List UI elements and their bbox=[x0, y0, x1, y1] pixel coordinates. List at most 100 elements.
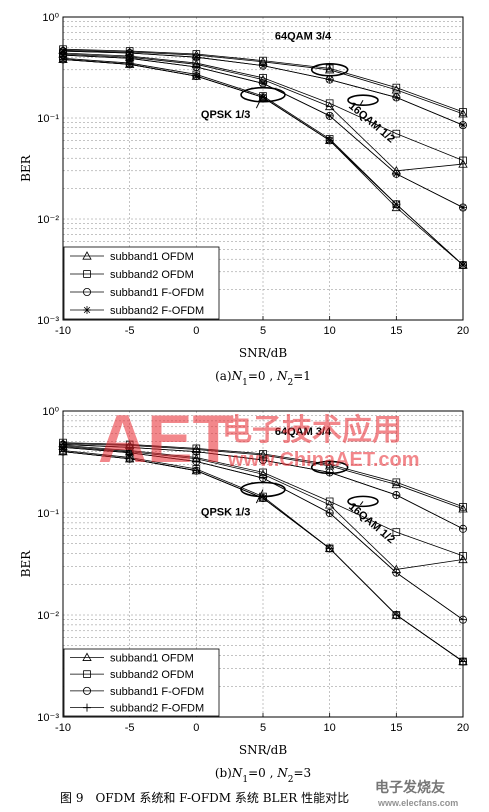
subcaption-part: (b) bbox=[215, 766, 232, 780]
data-point-shape bbox=[259, 61, 267, 70]
data-point bbox=[192, 447, 201, 456]
annotation-ellipse bbox=[347, 495, 379, 508]
data-point-shape bbox=[259, 456, 267, 465]
subcaption-part: =0 , bbox=[248, 369, 273, 383]
data-point bbox=[392, 83, 401, 92]
data-point bbox=[458, 503, 468, 513]
data-point bbox=[392, 200, 401, 209]
data-point-shape bbox=[392, 169, 401, 178]
data-point bbox=[325, 136, 334, 145]
annotation-ellipse bbox=[310, 460, 349, 475]
data-point bbox=[325, 509, 334, 517]
annotation-ellipse bbox=[310, 63, 349, 77]
data-point-shape bbox=[459, 552, 467, 560]
legend-box bbox=[63, 648, 220, 717]
data-point-shape bbox=[392, 528, 401, 536]
data-point-shape bbox=[125, 54, 134, 63]
data-point-shape bbox=[325, 468, 334, 477]
watermark-cn-text: 电子技术应用 bbox=[222, 413, 402, 447]
data-point bbox=[459, 524, 467, 533]
y-tick-label: 10⁻² bbox=[37, 214, 59, 226]
data-point-shape bbox=[325, 99, 334, 108]
legend-marker-shape bbox=[83, 287, 92, 296]
legend-label: subband2 OFDM bbox=[110, 269, 194, 281]
x-tick-label: -5 bbox=[125, 722, 135, 734]
data-point-shape bbox=[392, 568, 401, 577]
data-point bbox=[325, 468, 334, 477]
data-point-shape bbox=[325, 544, 334, 553]
annotation-arrow bbox=[359, 99, 364, 106]
data-point-shape bbox=[259, 79, 267, 88]
legend-marker-shape bbox=[82, 652, 92, 661]
series-group bbox=[58, 45, 468, 270]
data-point bbox=[192, 53, 201, 62]
data-point-shape bbox=[325, 75, 334, 84]
data-point-shape bbox=[259, 93, 267, 102]
watermark-url: www.ChinaAET.com bbox=[227, 449, 420, 471]
legend-marker-shape bbox=[83, 703, 91, 712]
data-point bbox=[259, 93, 267, 102]
data-point bbox=[125, 54, 134, 63]
annotation-arrow bbox=[255, 94, 264, 109]
legend-label: subband1 F-OFDM bbox=[110, 287, 204, 299]
corner-watermark-text: 电子发烧友 bbox=[375, 779, 445, 795]
legend-marker bbox=[83, 287, 92, 296]
data-point-shape bbox=[459, 657, 467, 666]
legend: subband1 OFDM subband2 OFDM subband1 F-OFD… bbox=[63, 246, 220, 320]
data-point bbox=[259, 79, 267, 88]
annotation-label: 64QAM 3/4 bbox=[275, 30, 332, 42]
data-point-shape bbox=[192, 62, 201, 71]
annotation-ellipse bbox=[347, 94, 379, 107]
annotation-label: QPSK 1/3 bbox=[201, 109, 251, 121]
data-point-shape bbox=[59, 47, 67, 56]
data-point-shape bbox=[458, 108, 468, 118]
data-point bbox=[392, 491, 401, 500]
subcaption: (a)N1=0 , N2=1 bbox=[215, 369, 311, 388]
x-tick-label: -10 bbox=[55, 325, 71, 337]
data-point bbox=[391, 479, 402, 489]
data-point bbox=[59, 55, 67, 64]
data-point-shape bbox=[458, 503, 468, 513]
legend-marker bbox=[83, 270, 91, 278]
chart-b: -10 -5 0 5 10 15 20 10⁰ 10⁻¹ 10⁻² 10⁻³ SNR/dB BER 64Q… bbox=[19, 406, 469, 785]
watermark: AET 电子技术应用 www.ChinaAET.com bbox=[98, 401, 420, 477]
x-tick-label: -5 bbox=[125, 325, 135, 337]
data-point bbox=[325, 544, 334, 553]
data-point-shape bbox=[125, 443, 134, 452]
annotation-label: 16QAM 1/2 bbox=[346, 100, 397, 145]
y-axis-label: BER bbox=[19, 154, 33, 182]
data-point bbox=[392, 478, 401, 487]
data-point-shape bbox=[192, 53, 201, 62]
x-tick-label: 5 bbox=[260, 722, 266, 734]
data-point-shape bbox=[459, 121, 467, 130]
subcaption-part: =1 bbox=[293, 369, 311, 383]
data-point-shape bbox=[192, 457, 201, 466]
data-point bbox=[192, 72, 201, 81]
data-point-shape bbox=[325, 509, 334, 517]
data-point bbox=[192, 457, 201, 466]
data-point-shape bbox=[392, 200, 401, 209]
data-point-shape bbox=[391, 85, 402, 94]
data-point bbox=[392, 528, 401, 536]
data-point bbox=[459, 156, 467, 165]
subcaption: (b)N1=0 , N2=3 bbox=[215, 766, 311, 785]
annotation-arrow bbox=[255, 489, 264, 504]
x-tick-label: -10 bbox=[55, 722, 71, 734]
legend-marker bbox=[83, 686, 92, 695]
corner-watermark: 电子发烧友 www.elecfans.com bbox=[375, 779, 458, 808]
data-point bbox=[325, 111, 334, 120]
x-tick-label: 15 bbox=[390, 325, 402, 337]
data-point-shape bbox=[459, 156, 467, 165]
legend-marker bbox=[83, 670, 91, 678]
data-point-shape bbox=[324, 101, 335, 111]
annotation-arrow bbox=[359, 501, 364, 506]
data-point bbox=[259, 61, 267, 70]
data-point-shape bbox=[459, 203, 467, 212]
x-tick-label: 0 bbox=[193, 722, 199, 734]
data-point bbox=[125, 60, 134, 69]
legend-marker bbox=[83, 306, 91, 314]
data-point-shape bbox=[125, 49, 134, 58]
data-point bbox=[192, 62, 201, 71]
annotation-label: 16QAM 1/2 bbox=[346, 501, 397, 546]
y-tick-label: 10⁰ bbox=[42, 12, 59, 24]
